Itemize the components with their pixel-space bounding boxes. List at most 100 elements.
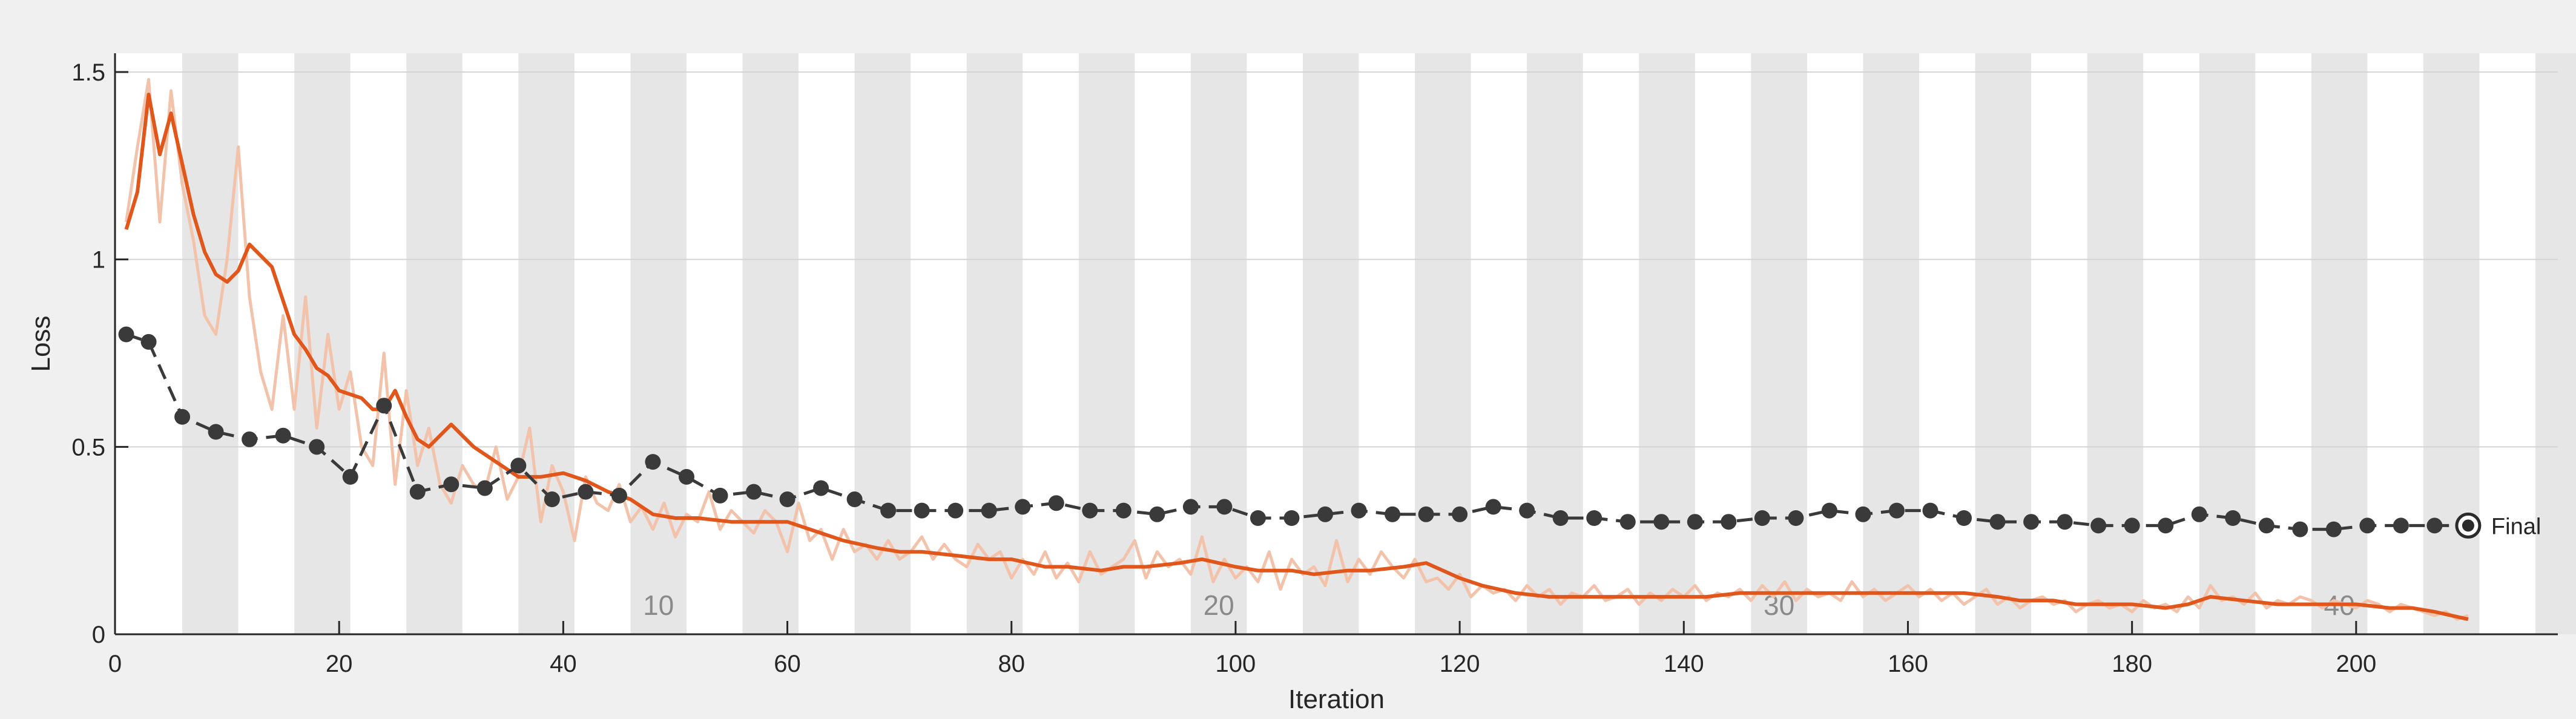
validation-point [1452,506,1468,522]
x-tick-label: 120 [1440,651,1480,677]
validation-point [409,484,426,500]
validation-point [1788,510,1804,526]
validation-point [140,333,157,350]
validation-point [2158,517,2174,534]
validation-point [2393,517,2409,534]
x-tick-label: 140 [1664,651,1704,677]
validation-point [2258,517,2275,534]
validation-point [1956,510,1972,526]
validation-point [1216,499,1233,515]
validation-point [1687,514,1703,530]
epoch-label: 20 [1204,589,1234,621]
validation-point [1385,506,1401,522]
epoch-band [294,53,351,634]
y-tick-label: 0.5 [71,434,105,461]
validation-point [544,491,560,508]
validation-point [2124,517,2140,534]
validation-point [1586,510,1603,526]
validation-point [2023,514,2040,530]
validation-point [1351,502,1367,519]
validation-point [1989,514,2006,530]
validation-point [1519,502,1535,519]
y-axis-label: Loss [26,316,56,372]
validation-point [174,409,191,425]
validation-point [578,484,594,500]
validation-point [342,468,358,485]
validation-point [2191,506,2207,522]
axes: 0 20 40 60 80 100 120 140 160 180 200 0 0.5 1 1.5 [71,53,2558,677]
x-tick-label: 200 [2336,651,2376,677]
x-axis-label: Iteration [1288,685,1385,714]
validation-point [1250,510,1266,526]
epoch-band [182,53,239,634]
validation-point [1721,514,1737,530]
validation-point [1754,510,1770,526]
x-tick-label: 180 [2112,651,2152,677]
validation-point [678,468,694,485]
validation-point [118,326,134,343]
epoch-band [2423,53,2480,634]
validation-point [1082,502,1098,519]
validation-point [275,427,291,444]
validation-point [1619,514,1636,530]
validation-point [443,476,460,493]
validation-point [2090,517,2107,534]
epoch-band [1190,53,1247,634]
validation-point [2325,521,2342,537]
epoch-band [1863,53,1919,634]
validation-point [1821,502,1837,519]
validation-point [1485,499,1501,515]
x-tick-label: 40 [550,651,577,677]
y-tick-label: 0 [92,622,105,648]
validation-point [645,454,661,470]
validation-point [309,439,325,455]
validation-point [242,431,258,447]
epoch-band [1751,53,1807,634]
final-marker-dot [2462,519,2474,532]
epoch-band [966,53,1023,634]
validation-point [2225,510,2241,526]
epoch-band [1302,53,1359,634]
epoch-band [1415,53,1471,634]
validation-point [1115,502,1132,519]
validation-point [813,480,829,496]
validation-point [880,502,897,519]
validation-point [510,458,527,474]
validation-point [2292,521,2308,537]
x-tick-label: 100 [1216,651,1256,677]
epoch-label: 10 [643,589,674,621]
validation-point [1922,502,1939,519]
x-tick-label: 0 [108,651,122,677]
series-layer: Final [118,77,2541,622]
epoch-band [518,53,575,634]
epoch-band [1639,53,1695,634]
validation-point [2359,517,2376,534]
y-tick-label: 1 [92,247,105,274]
epoch-band [1975,53,2032,634]
final-marker-label: Final [2491,514,2541,539]
validation-point [1855,506,1871,522]
epoch-band [1527,53,1583,634]
training-loss-smoothed-line [124,93,2469,622]
validation-point [208,424,224,440]
validation-point [1048,495,1064,511]
validation-point [1149,506,1165,522]
epoch-band [630,53,687,634]
validation-point [1418,506,1434,522]
epoch-band [854,53,911,634]
epoch-band [2311,53,2368,634]
epoch-band [2535,53,2576,634]
x-tick-label: 20 [326,651,353,677]
epoch-band [406,53,463,634]
training-loss-raw-line [125,77,2469,621]
epoch-band [2199,53,2256,634]
validation-point [2426,517,2443,534]
validation-point [476,480,493,496]
validation-point [1283,510,1300,526]
validation-point [712,487,728,504]
validation-point [981,502,997,519]
validation-point [846,491,863,508]
validation-point [1182,499,1199,515]
